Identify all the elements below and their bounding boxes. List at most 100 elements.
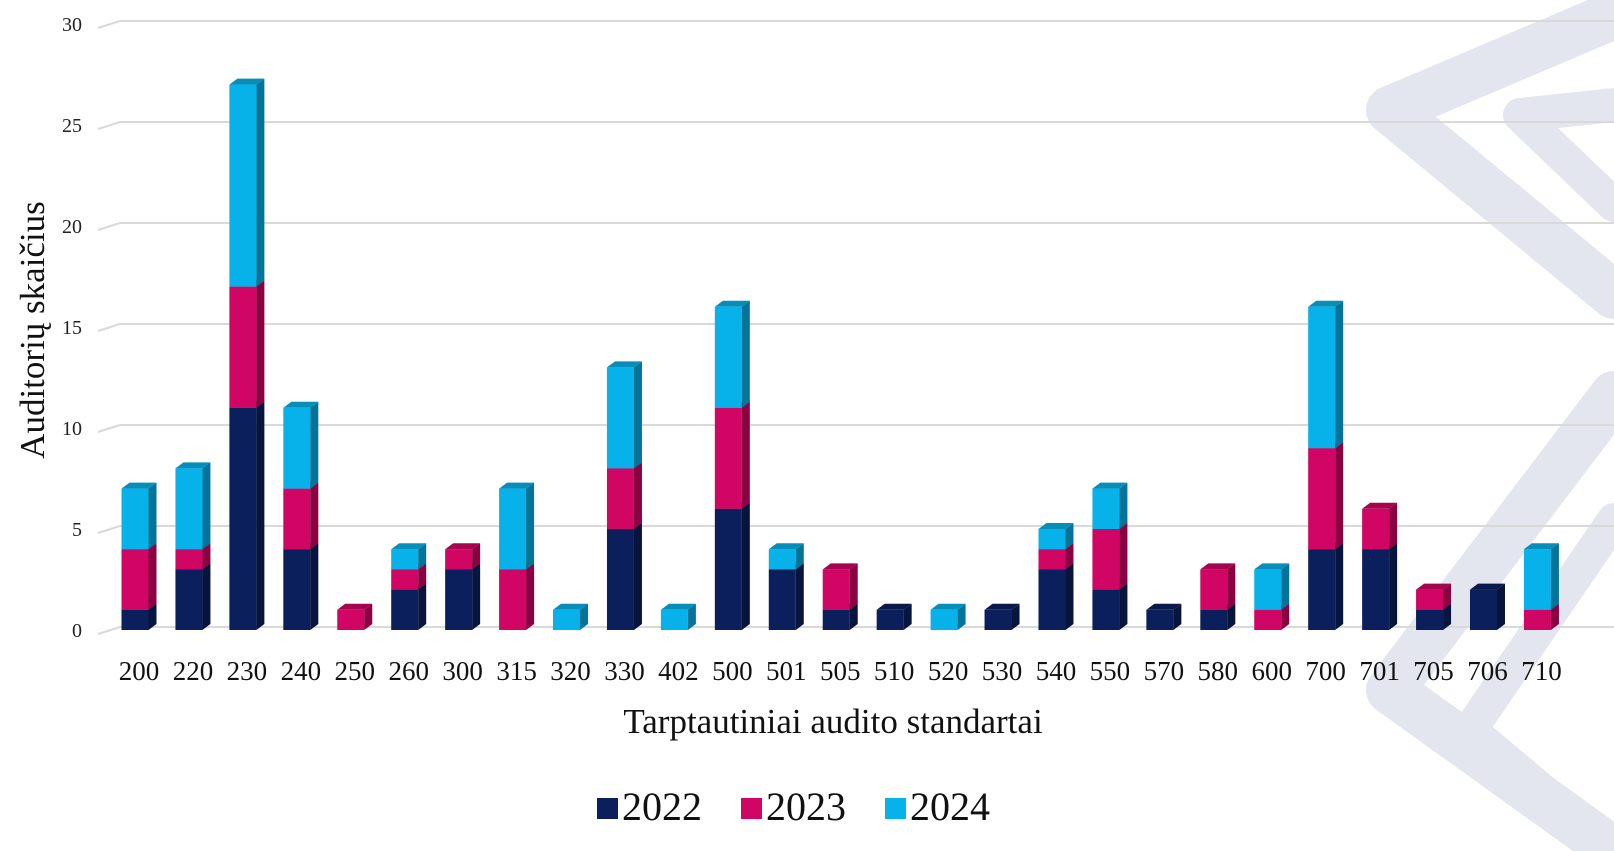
bar-top: [930, 603, 966, 610]
bar-front: [930, 609, 958, 630]
legend-item-2024: 2024: [885, 784, 990, 829]
bar-front: [1146, 609, 1174, 630]
bar-side: [1227, 603, 1236, 630]
x-tick-label: 315: [496, 656, 537, 686]
y-tick-label: 10: [62, 418, 82, 440]
bar-side: [741, 300, 750, 408]
bar-side: [1011, 603, 1020, 630]
gridline-depth: [97, 626, 121, 635]
bar-segment-2023-550: [1092, 523, 1128, 590]
bar-front: [283, 488, 311, 550]
bar-segment-2024-240: [283, 401, 319, 489]
x-tick-label: 500: [712, 656, 753, 686]
bar-side: [795, 563, 804, 630]
bar-front: [1038, 549, 1066, 570]
bar-segment-2022-330: [606, 523, 642, 630]
x-tick-label: 300: [442, 656, 483, 686]
bar-side: [310, 482, 319, 550]
gridline-depth: [97, 323, 121, 332]
bar-side: [418, 583, 427, 630]
bar-top: [445, 543, 481, 550]
legend: 2022 2023 2024: [597, 784, 990, 829]
bar-side: [1281, 563, 1290, 610]
x-tick-label: 220: [173, 656, 214, 686]
bar-front: [1092, 488, 1120, 529]
x-tick-label: 600: [1251, 656, 1292, 686]
bar-top: [1038, 523, 1074, 529]
bar-side: [1227, 563, 1236, 610]
bar-side: [1065, 563, 1074, 630]
bar-front: [1416, 589, 1444, 610]
bar-top: [553, 603, 589, 610]
bar-front: [121, 549, 149, 610]
gridline-depth: [97, 424, 121, 433]
x-tick-label: 200: [119, 656, 160, 686]
bar-front: [229, 407, 257, 630]
bar-segment-2023-505: [822, 563, 858, 610]
bar-segment-2022-260: [391, 583, 427, 630]
x-axis-title: Tarptautiniai audito standartai: [623, 702, 1043, 741]
bar-segment-2023-330: [606, 462, 642, 529]
bar-side: [687, 603, 696, 630]
bar-side: [1443, 583, 1452, 610]
bar-front: [1200, 569, 1228, 610]
y-axis-title: Auditorių skaičius: [13, 201, 52, 459]
bar-side: [1065, 543, 1074, 570]
bar-top: [1362, 502, 1398, 509]
bar-side: [795, 543, 804, 570]
bar-segment-2023-580: [1200, 563, 1236, 610]
x-tick-label: 510: [874, 656, 915, 686]
bar-side: [957, 603, 966, 630]
bar-front: [445, 549, 473, 570]
bar-segment-2023-300: [445, 543, 481, 570]
bar-side: [1550, 543, 1559, 610]
bar-front: [660, 609, 688, 630]
bar-segment-2022-550: [1092, 583, 1128, 630]
bar-side: [1389, 502, 1398, 550]
bar-side: [1335, 300, 1344, 449]
bar-segment-2023-700: [1308, 442, 1344, 550]
bar-segment-2023-701: [1362, 502, 1398, 550]
bar-front: [714, 306, 742, 408]
bar-front: [391, 589, 419, 630]
legend-swatch: [597, 798, 618, 819]
y-tick-label: 30: [62, 14, 82, 36]
bar-top: [391, 543, 427, 550]
bar-segment-2023-240: [283, 482, 319, 550]
bar-top: [876, 603, 912, 610]
bar-side: [633, 361, 642, 469]
legend-item-2022: 2022: [597, 784, 702, 829]
bar-front: [283, 549, 311, 630]
y-tick-label: 0: [72, 620, 82, 642]
bar-top: [768, 543, 804, 550]
bar-front: [229, 286, 257, 408]
x-tick-label: 540: [1036, 656, 1077, 686]
bar-front: [391, 569, 419, 590]
bar-segment-2022-500: [714, 502, 750, 630]
bar-front: [606, 529, 634, 630]
bar-top: [175, 462, 211, 469]
x-tick-label: 520: [928, 656, 969, 686]
bar-segment-2024-200: [121, 482, 157, 550]
bar-segment-2024-500: [714, 300, 750, 408]
bar-side: [148, 482, 157, 550]
x-tick-label: 505: [820, 656, 861, 686]
x-tick-label: 402: [658, 656, 699, 686]
bar-segment-2023-200: [121, 543, 157, 610]
bar-side: [633, 523, 642, 630]
bar-front: [876, 609, 904, 630]
bar-side: [633, 462, 642, 529]
bar-front: [1308, 448, 1336, 550]
bar-front: [984, 609, 1012, 630]
bar-side: [148, 543, 157, 610]
bar-side: [526, 563, 535, 630]
x-tick-label: 580: [1198, 656, 1239, 686]
bar-segment-2022-540: [1038, 563, 1074, 630]
x-tick-label: 570: [1144, 656, 1185, 686]
bar-side: [256, 401, 265, 630]
bar-top: [229, 78, 265, 85]
bars: [121, 78, 1559, 630]
bar-segment-2024-220: [175, 462, 211, 550]
bar-segment-2024-320: [553, 603, 589, 630]
